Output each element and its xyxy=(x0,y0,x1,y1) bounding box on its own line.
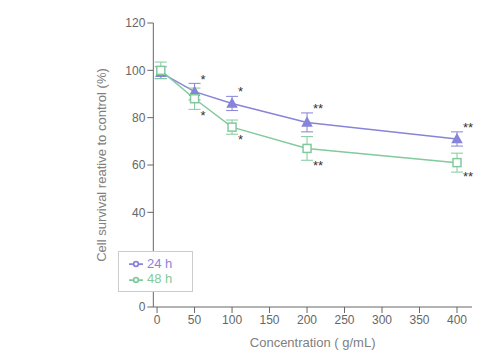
svg-text:150: 150 xyxy=(260,313,280,327)
svg-text:*: * xyxy=(201,108,206,123)
svg-text:200: 200 xyxy=(297,313,317,327)
svg-text:20: 20 xyxy=(132,253,146,267)
svg-text:120: 120 xyxy=(125,16,145,30)
svg-text:350: 350 xyxy=(409,313,429,327)
svg-text:400: 400 xyxy=(447,313,467,327)
svg-text:*: * xyxy=(238,84,243,99)
svg-text:**: ** xyxy=(463,120,473,135)
svg-text:300: 300 xyxy=(372,313,392,327)
html-text:24 h: 24 h xyxy=(147,255,173,271)
svg-text:*: * xyxy=(201,72,206,87)
svg-text:250: 250 xyxy=(335,313,355,327)
svg-text:Concentration ( g/mL): Concentration ( g/mL) xyxy=(250,335,376,350)
svg-text:50: 50 xyxy=(188,313,202,327)
svg-text:**: ** xyxy=(313,158,323,173)
svg-text:100: 100 xyxy=(125,64,145,78)
svg-text:Cell survival reative to contr: Cell survival reative to control (%) xyxy=(94,68,109,262)
svg-text:*: * xyxy=(238,132,243,147)
svg-text:100: 100 xyxy=(222,313,242,327)
svg-text:**: ** xyxy=(463,169,473,184)
svg-text:0: 0 xyxy=(139,300,146,314)
svg-text:60: 60 xyxy=(132,158,146,172)
svg-text:0: 0 xyxy=(154,313,161,327)
svg-text:**: ** xyxy=(313,101,323,116)
svg-text:40: 40 xyxy=(132,206,146,220)
svg-text:80: 80 xyxy=(132,111,146,125)
html-text:48 h: 48 h xyxy=(147,271,173,287)
